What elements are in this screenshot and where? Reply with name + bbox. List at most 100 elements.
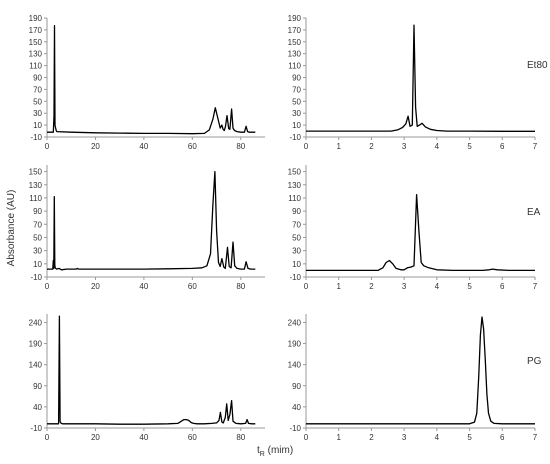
series-line-bottom-left bbox=[47, 315, 256, 425]
y-tick-label: 90 bbox=[292, 382, 301, 391]
x-tick-label: 60 bbox=[188, 282, 197, 291]
x-tick-label: 80 bbox=[236, 142, 245, 151]
y-tick-label: 190 bbox=[288, 340, 302, 349]
panel-top-right: -10 10 30 50 70 90 110 130 150 170 190 0 1 2 3 4 5 6 7 bbox=[288, 14, 538, 151]
x-tick-label: 40 bbox=[139, 433, 148, 442]
y-tick-label: 110 bbox=[288, 62, 301, 71]
x-tick-label: 7 bbox=[533, 142, 538, 151]
series-line-top-left bbox=[47, 25, 256, 135]
series-line-top-right bbox=[306, 24, 535, 132]
y-tick-label: 70 bbox=[33, 220, 42, 229]
x-tick-label: 3 bbox=[402, 282, 407, 291]
y-tick-label: -10 bbox=[289, 424, 301, 433]
panel-middle-right: -10 10 30 50 70 90 110 130 150 0 1 2 3 4 5 6 7 bbox=[288, 165, 538, 291]
x-tick-label: 80 bbox=[236, 282, 245, 291]
x-tick-label: 3 bbox=[402, 142, 407, 151]
x-tick-label: 20 bbox=[91, 142, 100, 151]
series-line-bottom-right bbox=[306, 316, 535, 425]
x-tick-label: 6 bbox=[500, 433, 505, 442]
x-tick-label: 0 bbox=[45, 282, 50, 291]
x-tick-label: 6 bbox=[500, 142, 505, 151]
x-tick-label: 0 bbox=[304, 433, 309, 442]
y-tick-label: 10 bbox=[292, 260, 301, 269]
y-tick-label: 130 bbox=[29, 181, 43, 190]
x-tick-label: 1 bbox=[336, 142, 341, 151]
y-tick-label: 50 bbox=[33, 97, 42, 106]
y-tick-label: 130 bbox=[288, 50, 302, 59]
y-tick-label: 40 bbox=[292, 403, 301, 412]
row-label-ea: EA bbox=[527, 207, 541, 218]
y-tick-label: 110 bbox=[29, 62, 42, 71]
y-tick-label: 90 bbox=[33, 382, 42, 391]
series-line-middle-right bbox=[306, 193, 535, 272]
x-tick-label: 20 bbox=[91, 282, 100, 291]
x-axis-label-unit: (mim) bbox=[265, 445, 293, 456]
y-tick-label: -10 bbox=[30, 273, 42, 282]
x-tick-label: 60 bbox=[188, 433, 197, 442]
y-tick-label: 90 bbox=[33, 74, 42, 83]
x-tick-label: 2 bbox=[369, 433, 374, 442]
x-axis-label: tR (mim) bbox=[257, 445, 293, 458]
y-tick-label: -10 bbox=[289, 133, 301, 142]
y-tick-label: 10 bbox=[292, 121, 301, 130]
y-tick-label: 30 bbox=[33, 109, 42, 118]
panel-bottom-left: -10 40 90 140 190 240 0 20 40 60 80 bbox=[29, 314, 265, 442]
series-line-middle-left bbox=[47, 170, 256, 271]
x-tick-label: 40 bbox=[139, 142, 148, 151]
panel-bottom-right: -10 40 90 140 190 240 0 1 2 3 4 5 6 7 bbox=[288, 314, 538, 442]
y-tick-label: 40 bbox=[33, 403, 42, 412]
y-tick-label: 130 bbox=[288, 181, 302, 190]
x-tick-label: 20 bbox=[91, 433, 100, 442]
y-tick-label: 50 bbox=[292, 233, 301, 242]
y-tick-label: -10 bbox=[289, 273, 301, 282]
y-tick-label: 240 bbox=[29, 318, 43, 327]
y-tick-label: 70 bbox=[292, 85, 301, 94]
x-tick-label: 0 bbox=[304, 282, 309, 291]
x-tick-label: 0 bbox=[304, 142, 309, 151]
x-tick-label: 1 bbox=[336, 282, 341, 291]
y-tick-label: 30 bbox=[292, 247, 301, 256]
y-tick-label: -10 bbox=[30, 424, 42, 433]
y-tick-label: 10 bbox=[33, 121, 42, 130]
y-tick-label: 30 bbox=[33, 247, 42, 256]
y-tick-label: 240 bbox=[288, 318, 302, 327]
x-tick-label: 60 bbox=[188, 142, 197, 151]
x-tick-label: 7 bbox=[533, 282, 538, 291]
x-tick-label: 2 bbox=[369, 282, 374, 291]
x-tick-label: 2 bbox=[369, 142, 374, 151]
panel-top-left: -10 10 30 50 70 90 110 130 150 170 190 0 20 40 60 80 bbox=[29, 14, 265, 151]
x-tick-label: 5 bbox=[467, 433, 472, 442]
x-tick-label: 5 bbox=[467, 282, 472, 291]
y-tick-label: -10 bbox=[30, 133, 42, 142]
y-tick-label: 90 bbox=[292, 74, 301, 83]
y-tick-label: 50 bbox=[292, 97, 301, 106]
y-tick-label: 70 bbox=[33, 85, 42, 94]
y-tick-label: 190 bbox=[29, 14, 43, 23]
x-tick-label: 6 bbox=[500, 282, 505, 291]
y-tick-label: 170 bbox=[288, 26, 302, 35]
x-tick-label: 7 bbox=[533, 433, 538, 442]
row-label-pg: PG bbox=[527, 356, 542, 367]
y-tick-label: 90 bbox=[292, 207, 301, 216]
y-tick-label: 90 bbox=[33, 207, 42, 216]
x-tick-label: 1 bbox=[336, 433, 341, 442]
y-tick-label: 150 bbox=[288, 38, 302, 47]
panel-middle-left: -10 10 30 50 70 90 110 130 150 0 20 40 60 80 bbox=[29, 165, 265, 291]
y-tick-label: 50 bbox=[33, 233, 42, 242]
x-tick-label: 40 bbox=[139, 282, 148, 291]
x-tick-label: 4 bbox=[435, 433, 440, 442]
y-tick-label: 10 bbox=[33, 260, 42, 269]
x-axis-label-main: t bbox=[257, 445, 260, 456]
x-tick-label: 0 bbox=[45, 142, 50, 151]
x-tick-label: 4 bbox=[435, 282, 440, 291]
y-tick-label: 190 bbox=[29, 340, 43, 349]
y-tick-label: 70 bbox=[292, 220, 301, 229]
y-tick-label: 190 bbox=[288, 14, 302, 23]
y-axis-label: Absorbance (AU) bbox=[6, 190, 17, 267]
x-tick-label: 3 bbox=[402, 433, 407, 442]
y-tick-label: 140 bbox=[29, 361, 43, 370]
y-tick-label: 170 bbox=[29, 26, 43, 35]
y-tick-label: 150 bbox=[29, 38, 43, 47]
